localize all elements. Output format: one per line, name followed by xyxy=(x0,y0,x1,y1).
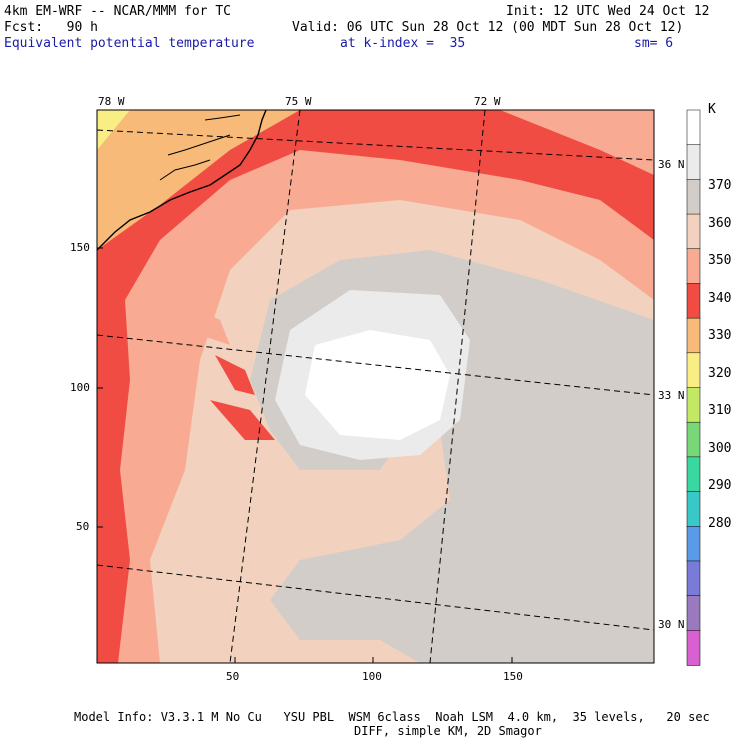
valid-time: Valid: 06 UTC Sun 28 Oct 12 (00 MDT Sun … xyxy=(292,20,684,35)
coastline xyxy=(97,110,267,251)
colorbar-swatch xyxy=(686,560,701,597)
lon-label: 78 W xyxy=(98,95,125,108)
colorbar-label: 370 xyxy=(708,178,732,193)
colorbar-label: 300 xyxy=(708,440,732,456)
init-time: Init: 12 UTC Wed 24 Oct 12 xyxy=(506,4,710,19)
field-streak xyxy=(215,355,255,395)
graticule xyxy=(97,110,654,663)
colorbar-swatch xyxy=(686,630,701,666)
model-title: 4km EM-WRF -- NCAR/MMM for TC xyxy=(4,4,231,19)
y-tick-label: 150 xyxy=(70,241,90,254)
colorbar-swatch xyxy=(686,179,701,215)
forecast-hour: Fcst: 90 h xyxy=(4,20,98,35)
colorbar-swatch xyxy=(686,317,701,354)
colorbar xyxy=(686,109,701,666)
lon-label: 72 W xyxy=(474,95,501,108)
x-tick-label: 50 xyxy=(226,670,240,683)
colorbar-label: 310 xyxy=(708,403,732,418)
x-tick-label: 100 xyxy=(362,670,382,683)
field-streak xyxy=(180,300,230,345)
x-tick-marks xyxy=(97,247,513,663)
coastline-sounds xyxy=(159,114,241,181)
lon-label: 75 W xyxy=(285,95,312,108)
map-frame xyxy=(96,109,655,664)
colorbar-unit: K xyxy=(708,102,716,117)
colorbar-label: 320 xyxy=(708,365,732,381)
colorbar-swatch xyxy=(686,144,701,181)
field-name: Equivalent potential temperature xyxy=(4,36,255,51)
field-streak xyxy=(210,400,275,440)
colorbar-label: 340 xyxy=(708,290,732,306)
colorbar-swatch xyxy=(686,248,701,285)
colorbar-swatch xyxy=(686,283,701,319)
colorbar-swatch xyxy=(686,526,701,562)
field-band-370 xyxy=(305,330,450,440)
colorbar-swatch xyxy=(686,213,701,250)
x-tick-label: 150 xyxy=(503,670,523,683)
level-info: at k-index = 35 xyxy=(340,36,466,51)
colorbar-label: 350 xyxy=(708,253,732,268)
colorbar-swatch xyxy=(686,387,701,423)
theta-e-field xyxy=(97,110,654,663)
field-band-345-ne xyxy=(500,110,654,175)
lat-label: 30 N xyxy=(658,618,685,631)
colorbar-swatch xyxy=(686,595,701,632)
colorbar-label: 360 xyxy=(708,215,732,231)
lat-label: 33 N xyxy=(658,389,685,402)
colorbar-label: 290 xyxy=(708,478,732,493)
colorbar-swatch xyxy=(686,352,701,389)
field-band-355 xyxy=(250,250,654,663)
field-band-330 xyxy=(97,110,300,250)
lat-label: 36 N xyxy=(658,158,685,171)
y-tick-label: 100 xyxy=(70,381,90,394)
model-info-diff: DIFF, simple KM, 2D Smagor xyxy=(354,724,542,738)
colorbar-swatch xyxy=(686,456,701,493)
colorbar-label: 280 xyxy=(708,515,732,531)
colorbar-swatch xyxy=(686,491,701,527)
colorbar-label: 330 xyxy=(708,328,732,343)
colorbar-swatch xyxy=(686,109,701,146)
colorbar-swatch xyxy=(686,421,701,458)
model-info: Model Info: V3.3.1 M No Cu YSU PBL WSM 6… xyxy=(74,710,710,724)
y-tick-label: 50 xyxy=(76,520,90,533)
smoothing-info: sm= 6 xyxy=(634,36,674,51)
field-band-320 xyxy=(97,110,130,150)
